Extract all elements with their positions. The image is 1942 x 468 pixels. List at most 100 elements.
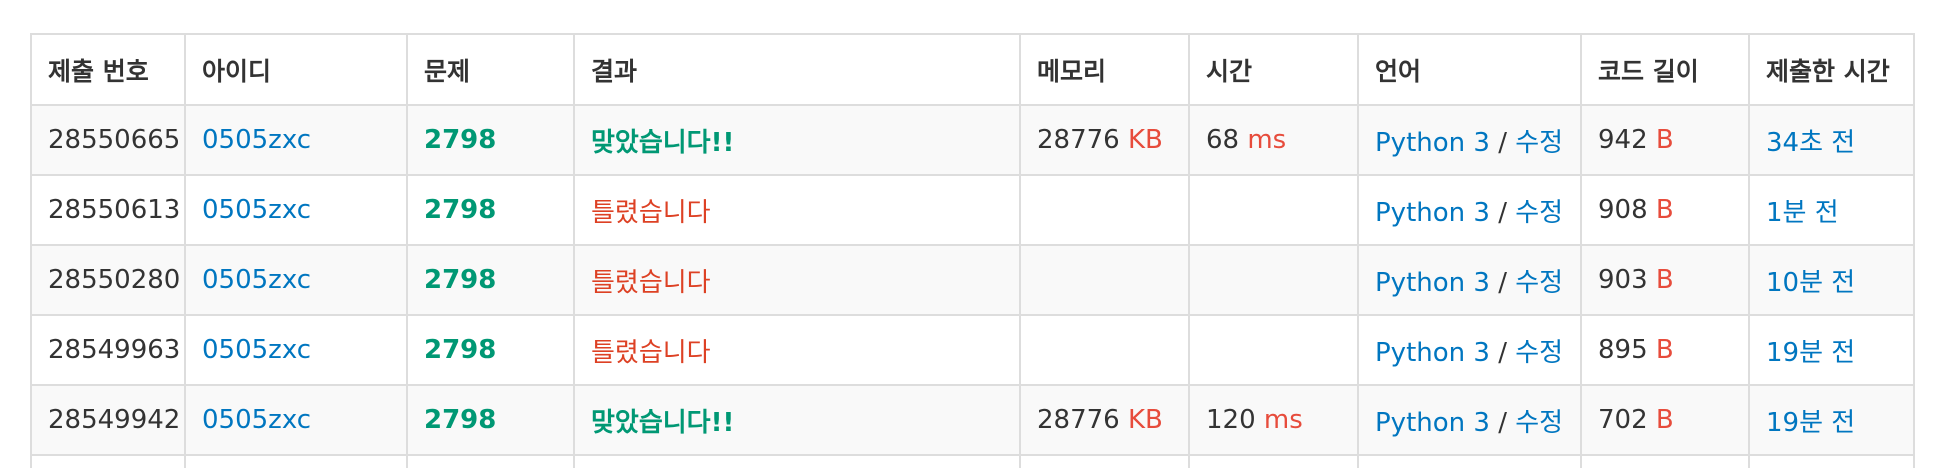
code-length-unit: B xyxy=(1655,335,1674,365)
code-length-cell: 895 B xyxy=(1580,314,1750,386)
problem-link[interactable]: 2798 xyxy=(424,195,497,225)
time-cell: 120 ms xyxy=(1188,384,1359,456)
header-memory: 메모리 xyxy=(1019,33,1190,106)
memory-cell: 28776 KB xyxy=(1019,104,1190,176)
edit-link[interactable]: 수정 xyxy=(1515,407,1564,438)
user-link[interactable]: 0505zxc xyxy=(202,335,312,365)
time-unit: ms xyxy=(1263,405,1303,435)
code-length-unit: B xyxy=(1655,405,1674,435)
submission-id: 28550613 xyxy=(48,195,181,225)
problem-cell: 2798 xyxy=(406,384,575,456)
submitted-at-cell: 10분 전 xyxy=(1748,244,1915,316)
code-length-cell: 903 B xyxy=(1580,244,1750,316)
user-link[interactable]: 0505zxc xyxy=(202,405,312,435)
language-link[interactable]: Python 3 xyxy=(1375,197,1490,228)
submitted-at-cell: 19분 전 xyxy=(1748,384,1915,456)
language-separator: / xyxy=(1498,127,1507,158)
language-cell: Python 3 / 수정 xyxy=(1357,104,1582,176)
table-row: 28550613 0505zxc 2798 틀렸습니다 Python 3 / 수정 908… xyxy=(30,174,1915,246)
result-cell: 틀렸습니다 xyxy=(573,314,1021,386)
code-length-cell: 908 B xyxy=(1580,174,1750,246)
code-length-cell: 942 B xyxy=(1580,104,1750,176)
memory-cell xyxy=(1019,174,1190,246)
problem-link[interactable]: 2798 xyxy=(424,125,497,155)
language-separator: / xyxy=(1498,197,1507,228)
submitted-at-link[interactable]: 10분 전 xyxy=(1766,267,1856,298)
result-text: 틀렸습니다 xyxy=(591,267,711,298)
language-cell: Python 3 / 수정 xyxy=(1357,174,1582,246)
header-result: 결과 xyxy=(573,33,1021,106)
edit-link[interactable]: 수정 xyxy=(1515,267,1564,298)
edit-link[interactable]: 수정 xyxy=(1515,197,1564,228)
problem-link[interactable]: 2798 xyxy=(424,335,497,365)
submitted-at-link[interactable]: 19분 전 xyxy=(1766,407,1856,438)
submission-status-table: 제출 번호 아이디 문제 결과 메모리 시간 언어 코드 길이 제출한 시간 2… xyxy=(30,33,1915,468)
code-length-value: 895 xyxy=(1598,335,1648,365)
user-id-cell: 0505zxc xyxy=(184,174,408,246)
language-link[interactable]: Python 3 xyxy=(1375,127,1490,158)
code-length-value: 942 xyxy=(1598,125,1648,155)
memory-cell xyxy=(1019,244,1190,316)
result-text: 틀렸습니다 xyxy=(591,337,711,368)
memory-cell: 28776 KB xyxy=(1019,384,1190,456)
submission-id-cell: 28550665 xyxy=(30,104,186,176)
user-link[interactable]: 0505zxc xyxy=(202,125,312,155)
table-row: 28550665 0505zxc 2798 맞았습니다!! 28776 KB 68 ms P… xyxy=(30,104,1915,176)
submission-id: 28550665 xyxy=(48,125,181,155)
language-cell: Python 3 / 수정 xyxy=(1357,314,1582,386)
problem-cell: 2798 xyxy=(406,314,575,386)
result-text: 틀렸습니다 xyxy=(591,197,711,228)
language-link[interactable]: Python 3 xyxy=(1375,337,1490,368)
header-code-length: 코드 길이 xyxy=(1580,33,1750,106)
submitted-at-cell: 1분 전 xyxy=(1748,174,1915,246)
edit-link[interactable]: 수정 xyxy=(1515,127,1564,158)
submission-id: 28549942 xyxy=(48,405,181,435)
time-cell xyxy=(1188,314,1359,386)
table-header-row: 제출 번호 아이디 문제 결과 메모리 시간 언어 코드 길이 제출한 시간 xyxy=(30,33,1915,106)
code-length-value: 908 xyxy=(1598,195,1648,225)
submission-id-cell: 28550613 xyxy=(30,174,186,246)
table-body: 28550665 0505zxc 2798 맞았습니다!! 28776 KB 68 ms P… xyxy=(30,104,1915,468)
memory-cell xyxy=(1019,314,1190,386)
header-submitted-at: 제출한 시간 xyxy=(1748,33,1915,106)
submitted-at-link[interactable]: 19분 전 xyxy=(1766,337,1856,368)
submission-id-cell: 28550280 xyxy=(30,244,186,316)
submission-id-cell: 28549963 xyxy=(30,314,186,386)
user-id-cell: 0505zxc xyxy=(184,104,408,176)
problem-link[interactable]: 2798 xyxy=(424,405,497,435)
header-problem: 문제 xyxy=(406,33,575,106)
code-length-unit: B xyxy=(1655,195,1674,225)
memory-unit: KB xyxy=(1127,125,1163,155)
header-time: 시간 xyxy=(1188,33,1359,106)
result-cell: 틀렸습니다 xyxy=(573,244,1021,316)
language-link[interactable]: Python 3 xyxy=(1375,407,1490,438)
user-id-cell: 0505zxc xyxy=(184,314,408,386)
submitted-at-cell: 34초 전 xyxy=(1748,104,1915,176)
result-text: 맞았습니다!! xyxy=(591,127,735,158)
table-row: 28550280 0505zxc 2798 틀렸습니다 Python 3 / 수정 903… xyxy=(30,244,1915,316)
submission-id: 28549963 xyxy=(48,335,181,365)
time-cell: 68 ms xyxy=(1188,104,1359,176)
memory-value: 28776 xyxy=(1037,125,1120,155)
language-cell: Python 3 / 수정 xyxy=(1357,244,1582,316)
result-cell: 틀렸습니다 xyxy=(573,174,1021,246)
table-row: 28549942 0505zxc 2798 맞았습니다!! 28776 KB 120 ms… xyxy=(30,384,1915,456)
result-text: 맞았습니다!! xyxy=(591,407,735,438)
time-value: 120 xyxy=(1206,405,1256,435)
user-link[interactable]: 0505zxc xyxy=(202,195,312,225)
time-cell xyxy=(1188,174,1359,246)
submitted-at-link[interactable]: 1분 전 xyxy=(1766,197,1839,228)
memory-unit: KB xyxy=(1127,405,1163,435)
table-row: 28549963 0505zxc 2798 틀렸습니다 Python 3 / 수정 895… xyxy=(30,314,1915,386)
submitted-at-cell: 19분 전 xyxy=(1748,314,1915,386)
time-unit: ms xyxy=(1247,125,1287,155)
submitted-at-link[interactable]: 34초 전 xyxy=(1766,127,1856,158)
problem-cell: 2798 xyxy=(406,244,575,316)
language-link[interactable]: Python 3 xyxy=(1375,267,1490,298)
problem-link[interactable]: 2798 xyxy=(424,265,497,295)
language-separator: / xyxy=(1498,337,1507,368)
language-cell: Python 3 / 수정 xyxy=(1357,384,1582,456)
time-cell xyxy=(1188,244,1359,316)
edit-link[interactable]: 수정 xyxy=(1515,337,1564,368)
user-link[interactable]: 0505zxc xyxy=(202,265,312,295)
